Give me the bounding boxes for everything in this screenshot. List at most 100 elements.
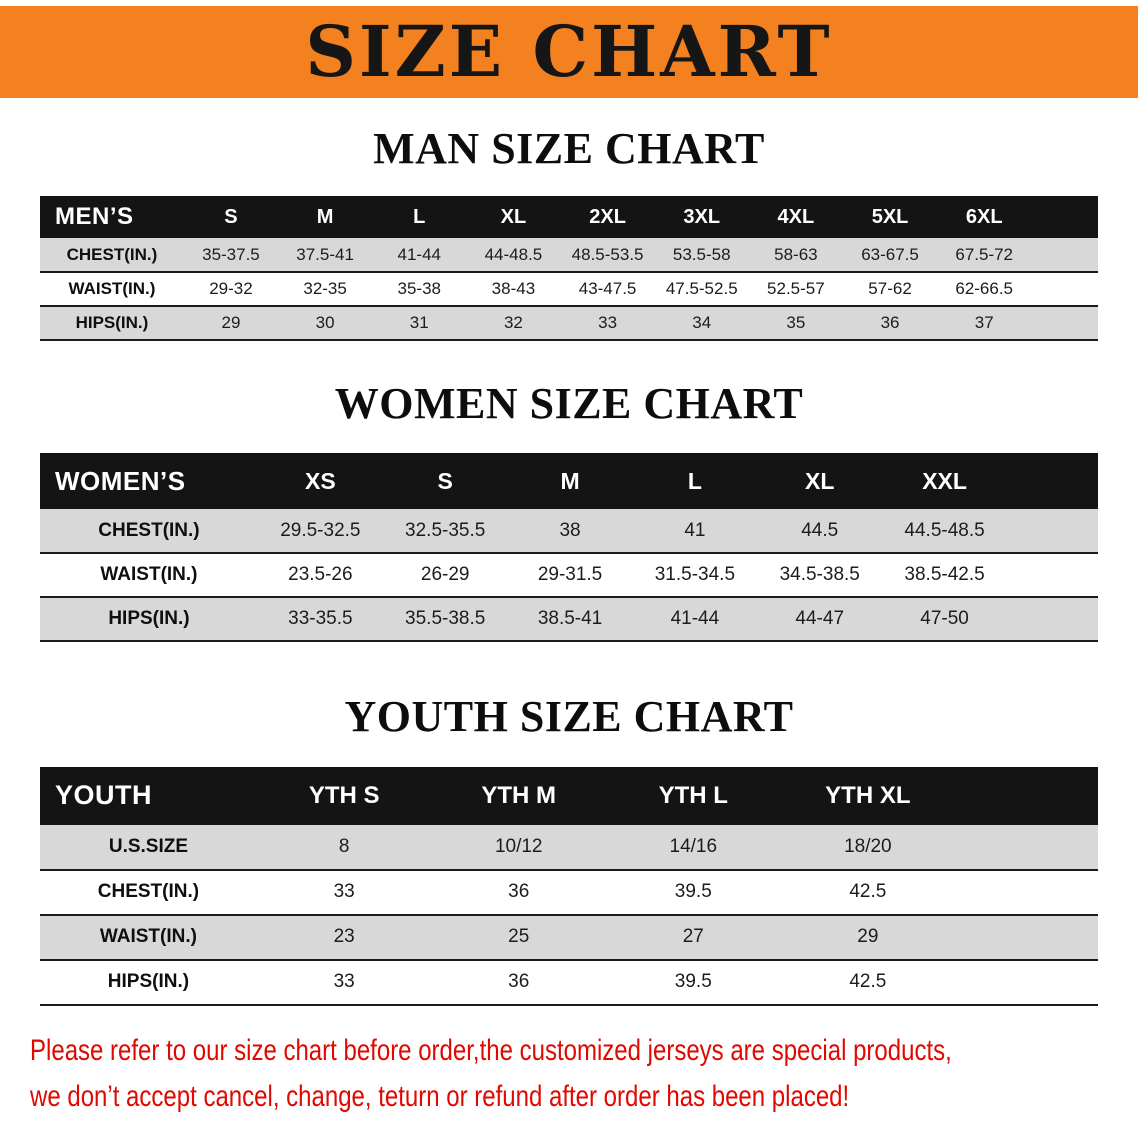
value-cell: 14/16 <box>669 835 718 857</box>
value-cell: 18/20 <box>844 835 892 857</box>
value-cell: 38.5-42.5 <box>904 564 985 586</box>
value-cell: 42.5 <box>849 971 887 993</box>
size-header-cell: YTH M <box>431 766 606 825</box>
value-cell: 29 <box>857 926 879 948</box>
size-header-cell: YTH S <box>256 766 432 825</box>
spacer-cell <box>1031 238 1098 272</box>
value-cell: 29-32 <box>209 279 253 299</box>
row-label-cell: HIPS(IN.) <box>108 608 190 630</box>
size-header-cell: XL <box>757 453 883 510</box>
value-cell: 36 <box>508 971 530 993</box>
value-cell: 44.5 <box>801 519 839 541</box>
value-cell: 33-35.5 <box>288 608 353 630</box>
size-table: WOMEN’S XS S M L XL XXL CHEST(IN.) 29.5-32.5 32.5… <box>40 453 1098 642</box>
size-header-cell: 3XL <box>654 196 749 239</box>
table-title-cell: WOMEN’S <box>40 453 258 510</box>
measurement-row: CHEST(IN.) 29.5-32.5 32.5-35.5 38 41 44.5 44.5… <box>40 509 1098 554</box>
size-header-cell: L <box>632 453 758 510</box>
value-cell: 67.5-72 <box>955 244 1014 264</box>
value-cell: 53.5-58 <box>672 244 731 264</box>
value-cell: 44-47 <box>795 608 845 630</box>
value-cell: 36 <box>880 313 900 333</box>
size-header-cell: XL <box>466 196 561 239</box>
value-cell: 57-62 <box>868 279 912 299</box>
size-header-cell: XXL <box>882 453 1007 510</box>
spacer-cell <box>1007 453 1098 510</box>
size-table: MEN’S S M L XL 2XL 3XL 4XL 5XL 6XL CHEST(IN.) 35-37… <box>40 196 1098 341</box>
women-section-heading: WOMEN SIZE CHART <box>334 379 804 429</box>
value-cell: 44-48.5 <box>484 244 543 264</box>
women-size-table: WOMEN’S XS S M L XL XXL CHEST(IN.) 29.5-32.5 32.5… <box>40 453 1098 642</box>
spacer-cell <box>1031 196 1098 239</box>
youth-section: YOUTH SIZE CHART YOUTH YTH S YTH M YTH L YTH… <box>0 694 1138 1005</box>
row-label-cell: CHEST(IN.) <box>66 244 158 264</box>
size-header-cell: 2XL <box>560 196 655 239</box>
size-table-header-row: YOUTH YTH S YTH M YTH L YTH XL <box>40 766 1098 825</box>
value-cell: 25 <box>508 926 530 948</box>
value-cell: 38-43 <box>491 279 536 299</box>
spacer-cell <box>955 766 1098 825</box>
value-cell: 35-38 <box>397 279 441 299</box>
value-cell: 52.5-57 <box>767 279 825 299</box>
men-size-table: MEN’S S M L XL 2XL 3XL 4XL 5XL 6XL CHEST(IN.) 35-37… <box>40 196 1098 341</box>
value-cell: 41 <box>684 519 706 541</box>
row-label-cell: WAIST(IN.) <box>100 564 198 586</box>
spacer-cell <box>955 960 1098 1005</box>
value-cell: 33 <box>333 881 355 903</box>
men-section: MAN SIZE CHART MEN’S S M L XL 2XL 3XL 4XL 5XL 6XL… <box>0 124 1138 341</box>
banner: SIZE CHART <box>0 6 1138 98</box>
size-header-cell: S <box>382 453 508 510</box>
value-cell: 42.5 <box>849 881 887 903</box>
spacer-cell <box>955 870 1098 915</box>
size-header-cell: YTH XL <box>780 766 956 825</box>
size-header-cell: 4XL <box>748 196 843 239</box>
size-header-cell: S <box>183 196 279 239</box>
value-cell: 37 <box>974 313 994 333</box>
size-header-cell: 6XL <box>937 196 1032 239</box>
value-cell: 38.5-41 <box>537 608 603 630</box>
page-title: SIZE CHART <box>305 10 833 93</box>
size-header-cell: M <box>278 196 373 239</box>
spacer-cell <box>1031 272 1098 306</box>
size-table-header-row: MEN’S S M L XL 2XL 3XL 4XL 5XL 6XL <box>40 196 1098 239</box>
spacer-cell <box>1007 509 1098 553</box>
value-cell: 32 <box>503 313 523 333</box>
spacer-cell <box>1031 306 1098 340</box>
youth-size-table: YOUTH YTH S YTH M YTH L YTH XL U.S.SIZE 8 10/12… <box>40 766 1098 1006</box>
value-cell: 30 <box>315 313 335 333</box>
value-cell: 39.5 <box>674 971 712 993</box>
value-cell: 29 <box>221 313 241 333</box>
value-cell: 36 <box>508 881 530 903</box>
value-cell: 58-63 <box>774 244 818 264</box>
spacer-cell <box>955 915 1098 960</box>
disclaimer: Please refer to our size chart before or… <box>30 1028 1138 1120</box>
measurement-row: WAIST(IN.) 23.5-26 26-29 29-31.5 31.5-34.5 34… <box>40 553 1098 598</box>
value-cell: 47.5-52.5 <box>665 279 738 299</box>
size-header-cell: YTH L <box>606 766 781 825</box>
value-cell: 41-44 <box>670 608 720 630</box>
value-cell: 23 <box>333 926 355 948</box>
measurement-row: HIPS(IN.) 33-35.5 35.5-38.5 38.5-41 41-44 44-… <box>40 597 1098 642</box>
value-cell: 27 <box>682 926 704 948</box>
table-title-cell: YOUTH <box>40 766 257 825</box>
value-cell: 48.5-53.5 <box>571 244 644 264</box>
value-cell: 35 <box>786 313 806 333</box>
value-cell: 44.5-48.5 <box>904 519 985 541</box>
size-header-cell: 5XL <box>842 196 938 239</box>
row-label-cell: HIPS(IN.) <box>107 971 190 993</box>
youth-section-heading: YOUTH SIZE CHART <box>344 692 794 742</box>
disclaimer-line: Please refer to our size chart before or… <box>30 1033 952 1067</box>
spacer-cell <box>1007 597 1098 641</box>
value-cell: 10/12 <box>494 835 543 857</box>
size-header-cell: L <box>372 196 467 239</box>
value-cell: 29.5-32.5 <box>280 519 361 541</box>
value-cell: 31 <box>409 313 429 333</box>
women-section: WOMEN SIZE CHART WOMEN’S XS S M L XL XXL CHEST(… <box>0 379 1138 642</box>
size-header-cell: M <box>507 453 633 510</box>
size-header-cell: XS <box>257 453 383 510</box>
men-section-heading: MAN SIZE CHART <box>373 124 765 173</box>
row-label-cell: HIPS(IN.) <box>75 313 149 333</box>
value-cell: 34 <box>692 313 712 333</box>
value-cell: 23.5-26 <box>288 564 353 586</box>
value-cell: 32-35 <box>303 279 347 299</box>
